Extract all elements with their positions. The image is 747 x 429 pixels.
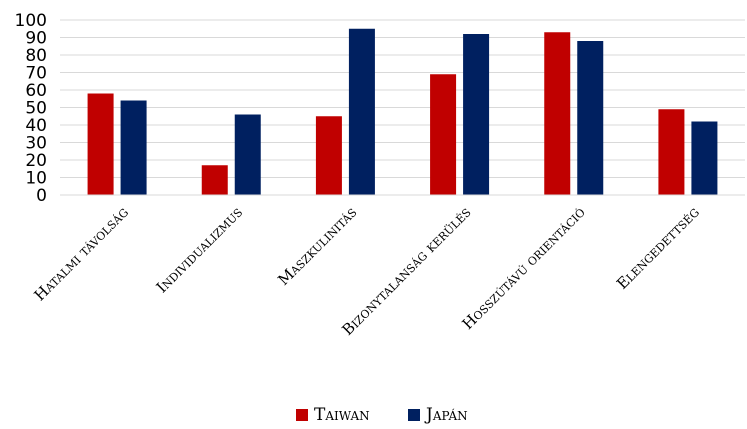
y-tick-label: 90 <box>25 29 47 49</box>
category-label: Bizonytalanság kerülés <box>339 203 475 339</box>
y-tick-label: 60 <box>25 81 47 101</box>
category-label: Individualizmus <box>153 203 246 296</box>
category-label: Hosszútávú orientáció <box>459 203 589 333</box>
y-tick-label: 100 <box>15 11 47 31</box>
bar-taiwan-5 <box>658 109 685 195</box>
legend-label: Japán <box>424 405 468 425</box>
y-tick-label: 30 <box>25 134 47 154</box>
y-tick-label: 20 <box>25 151 47 171</box>
legend-swatch-0 <box>296 409 308 421</box>
bar-japan-4 <box>577 41 604 195</box>
y-tick-label: 70 <box>25 64 47 84</box>
bar-taiwan-1 <box>201 165 228 195</box>
y-tick-label: 40 <box>25 116 47 136</box>
bar-japan-5 <box>691 121 718 195</box>
bar-japan-2 <box>348 28 375 195</box>
y-tick-label: 0 <box>36 186 47 206</box>
bar-taiwan-2 <box>315 116 342 195</box>
bar-taiwan-0 <box>87 93 114 195</box>
gridlines <box>60 19 745 178</box>
category-label: Maszkulinitás <box>274 203 360 289</box>
bar-taiwan-3 <box>430 74 457 195</box>
bar-japan-1 <box>234 114 261 195</box>
legend: Taiwan Japán <box>296 405 468 425</box>
legend-swatch-1 <box>408 409 420 421</box>
y-tick-label: 50 <box>25 99 47 119</box>
category-label: Elengedettség <box>613 203 703 293</box>
y-tick-label: 10 <box>25 169 47 189</box>
bar-japan-3 <box>463 34 490 195</box>
y-tick-label: 80 <box>25 46 47 66</box>
category-label: Hatalmi távolság <box>31 203 132 304</box>
bar-taiwan-4 <box>544 32 571 195</box>
bars <box>87 28 718 195</box>
bar-japan-0 <box>120 100 147 195</box>
category-labels: Hatalmi távolság Individualizmus Maszkulin… <box>31 203 703 339</box>
legend-label: Taiwan <box>314 405 370 425</box>
